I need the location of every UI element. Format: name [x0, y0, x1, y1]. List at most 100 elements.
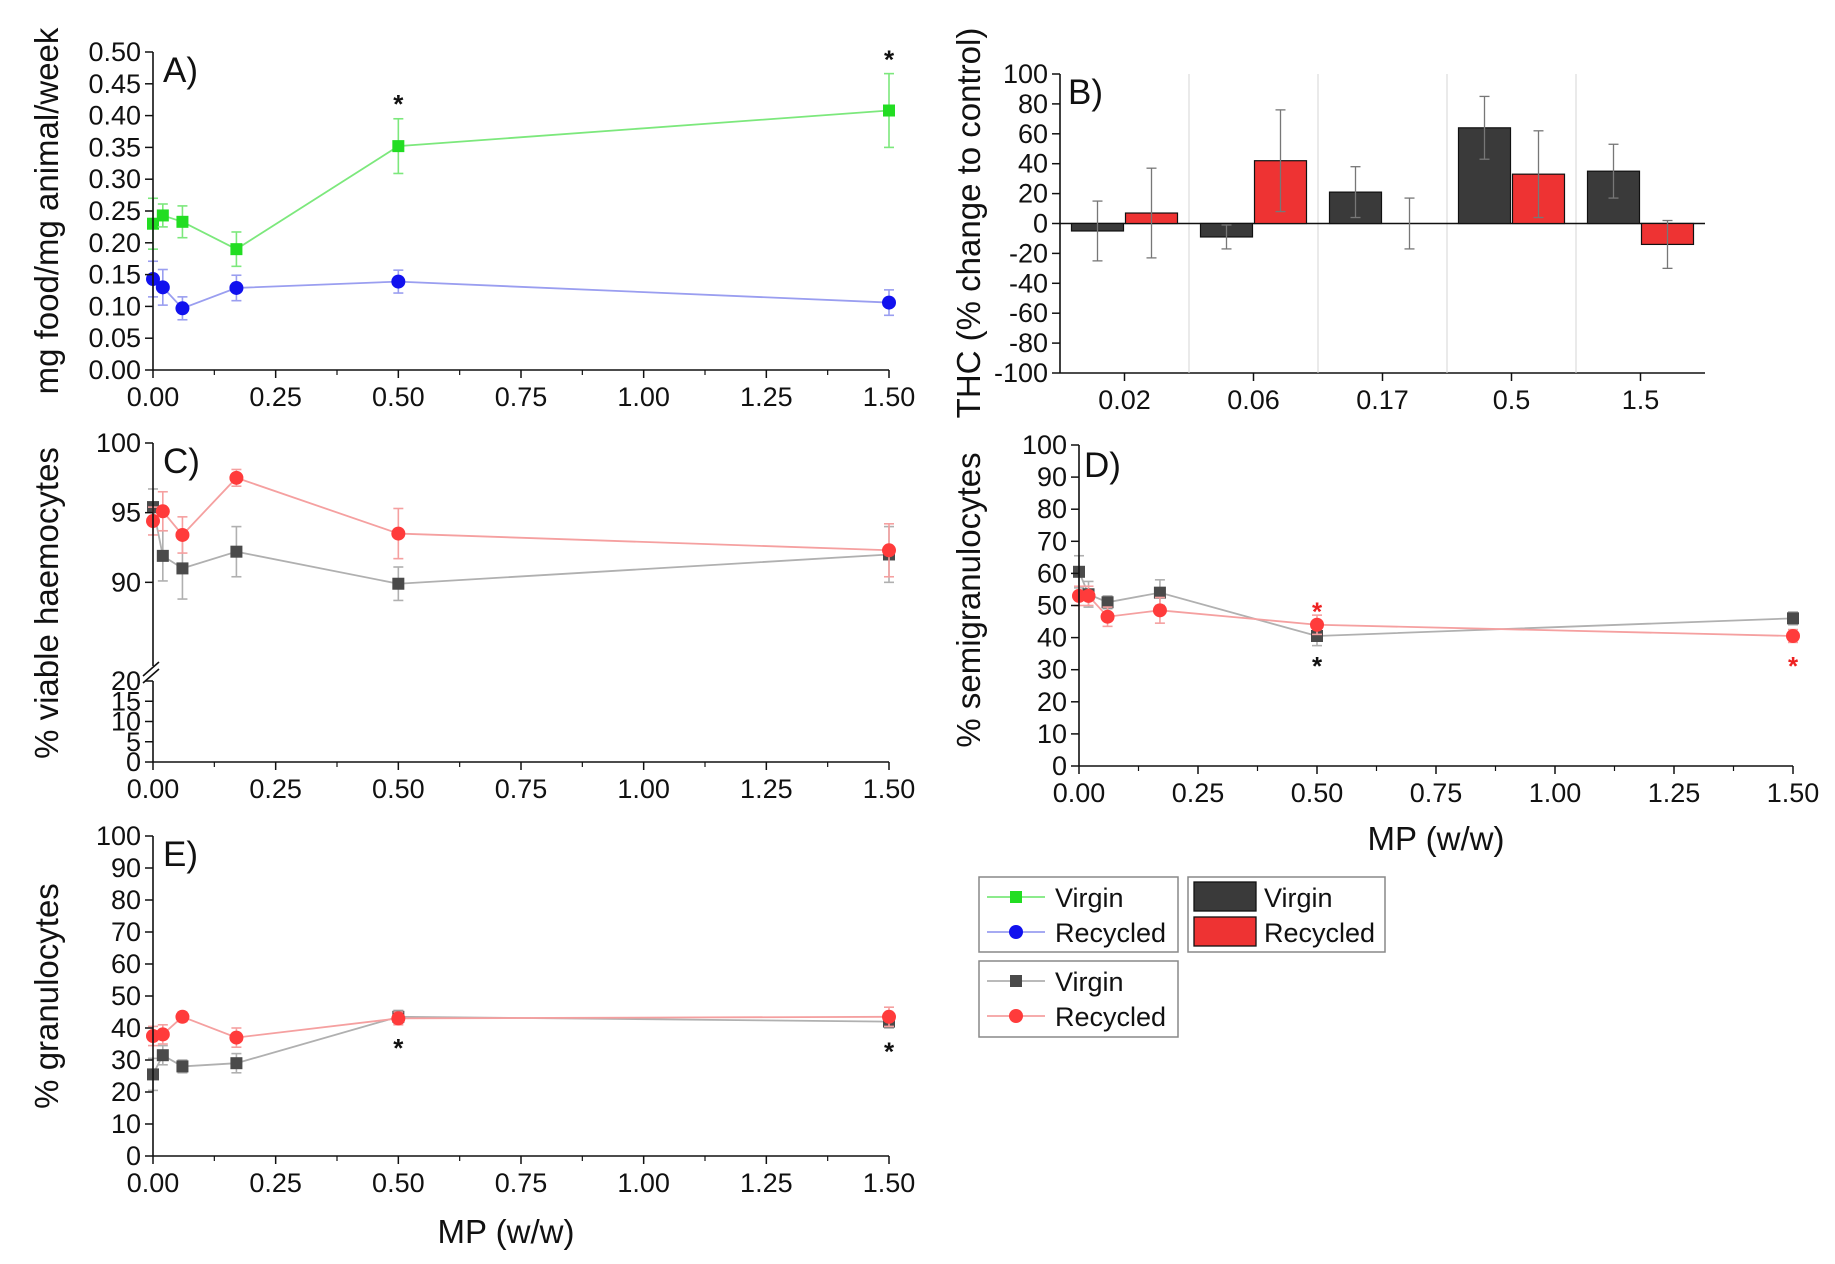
x-tick-label: 1.25 [740, 1168, 793, 1198]
data-point [176, 562, 189, 575]
y-tick-label: 20 [1018, 179, 1048, 209]
panel-label: C) [163, 442, 200, 481]
y-tick-label: 50 [1037, 591, 1067, 621]
significance-star: * [884, 44, 895, 74]
legend-bars: Virgin Recycled [1187, 876, 1386, 953]
data-point [1081, 588, 1096, 603]
data-point [230, 1057, 243, 1070]
x-tick-label: 1.50 [863, 774, 916, 804]
series-virgin [147, 72, 895, 268]
y-tick-label: -20 [1009, 238, 1048, 268]
y-tick-label: 0.45 [88, 69, 141, 99]
data-point [176, 1060, 189, 1073]
x-tick-label: 0.25 [249, 1168, 302, 1198]
y-axis-label: % granulocytes [28, 883, 65, 1109]
data-point [391, 526, 406, 541]
x-axis-label: MP (w/w) [438, 1213, 575, 1250]
legend-marker [1009, 925, 1023, 939]
x-tick-label: 1.50 [863, 1168, 916, 1198]
data-point [1101, 596, 1114, 609]
legend-swatch [1193, 916, 1257, 947]
legend-swatch [1193, 881, 1257, 912]
series-recycled [146, 260, 896, 321]
series-virgin [147, 1009, 895, 1092]
series-virgin [147, 488, 895, 602]
y-tick-label: 0.20 [88, 228, 141, 258]
data-point [230, 243, 243, 256]
data-point [230, 545, 243, 558]
data-point [155, 504, 170, 519]
x-tick-label: 0.75 [495, 382, 548, 412]
y-axis-label: mg food/mg animal/week [28, 27, 65, 394]
data-point [1311, 629, 1323, 642]
series-line [152, 476, 890, 552]
data-point [882, 1009, 896, 1024]
data-point [1787, 612, 1799, 625]
x-tick-label: 0.25 [1172, 778, 1225, 808]
x-tick-label: 0.00 [127, 382, 180, 412]
y-tick-label: 90 [1037, 462, 1067, 492]
y-tick-label: 40 [1018, 149, 1048, 179]
y-tick-label: 40 [111, 1013, 141, 1043]
y-tick-label: 90 [111, 567, 141, 597]
data-point [156, 1049, 169, 1062]
data-point [392, 577, 405, 590]
y-tick-label: 0.00 [88, 355, 141, 385]
legend-frame [978, 960, 1179, 1038]
panel-A: **0.000.050.100.150.200.250.300.350.400.… [28, 27, 915, 412]
data-point [391, 274, 406, 289]
legend-haemo: Virgin Recycled [978, 960, 1179, 1038]
series-line [1079, 594, 1794, 637]
x-tick-label: 0.25 [249, 774, 302, 804]
significance-star: * [1312, 596, 1323, 626]
series-line [152, 506, 890, 585]
y-tick-label: 30 [1037, 655, 1067, 685]
x-tick-label: 1.25 [740, 382, 793, 412]
y-tick-label: 0.40 [88, 101, 141, 131]
y-tick-label: 100 [1022, 430, 1067, 460]
significance-star: * [1788, 651, 1799, 681]
y-tick-label: 10 [111, 707, 141, 737]
y-tick-label: 100 [1003, 59, 1048, 89]
legend-marker [1010, 891, 1022, 903]
y-tick-label: 50 [111, 981, 141, 1011]
x-tick-label: 1.00 [617, 382, 670, 412]
data-point [882, 295, 896, 310]
x-tick-label: 0.00 [1053, 778, 1106, 808]
significance-star: * [393, 89, 404, 119]
data-point [175, 301, 190, 316]
data-point [1786, 628, 1800, 643]
y-tick-label: 20 [1037, 687, 1067, 717]
data-point [391, 1011, 406, 1026]
x-tick-label: 0.00 [127, 774, 180, 804]
data-point [175, 527, 190, 542]
y-tick-label: 0 [1052, 751, 1067, 781]
x-tick-label: 0.75 [1410, 778, 1463, 808]
axis-break-mark [142, 661, 160, 677]
x-axis-label: MP (w/w) [1368, 820, 1505, 857]
data-point [229, 1030, 244, 1045]
legend-food: Virgin Recycled [978, 876, 1179, 953]
y-tick-label: 100 [96, 821, 141, 851]
y-tick-label: 0 [126, 747, 141, 777]
data-point [229, 280, 244, 295]
x-tick-label: 1.25 [740, 774, 793, 804]
significance-star: * [393, 1033, 404, 1063]
x-tick-label: 1.00 [617, 1168, 670, 1198]
data-point [1310, 617, 1324, 632]
y-tick-label: -80 [1009, 328, 1048, 358]
y-tick-label: 70 [1037, 526, 1067, 556]
y-tick-label: 0.30 [88, 164, 141, 194]
y-tick-label: 40 [1037, 623, 1067, 653]
y-tick-label: 80 [111, 885, 141, 915]
y-tick-label: 10 [111, 1109, 141, 1139]
data-point [156, 549, 169, 562]
y-tick-label: 70 [111, 917, 141, 947]
y-tick-label: 30 [111, 1045, 141, 1075]
data-point [1152, 603, 1167, 618]
y-tick-label: 95 [111, 498, 141, 528]
y-axis-label: % semigranulocytes [950, 452, 987, 747]
data-point [155, 280, 170, 295]
